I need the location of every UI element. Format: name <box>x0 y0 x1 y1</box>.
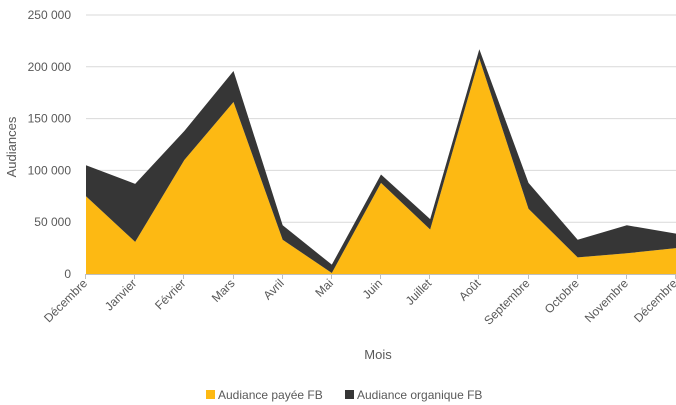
x-tick-label: Janvier <box>102 276 139 313</box>
x-axis-tick-labels: Décembre Janvier Février Mars Avril Mai Juin Ju… <box>41 276 676 328</box>
legend-label-organic: Audiance organique FB <box>357 388 482 402</box>
y-tick-label: 200 000 <box>28 60 72 74</box>
x-tick-label: Décembre <box>41 276 90 325</box>
x-tick-label: Octobre <box>542 276 582 316</box>
area-series-2 <box>86 49 676 273</box>
x-axis <box>85 274 676 279</box>
x-tick-label: Mai <box>312 276 336 300</box>
y-tick-label: 50 000 <box>34 215 71 229</box>
y-tick-label: 0 <box>64 267 71 281</box>
stacked-areas <box>85 49 676 275</box>
x-tick-label: Août <box>456 276 484 304</box>
legend: Audiance payée FB Audiance organique FB <box>206 388 482 402</box>
y-tick-label: 100 000 <box>28 163 72 177</box>
x-tick-label: Mars <box>209 276 238 305</box>
y-tick-label: 250 000 <box>28 8 72 22</box>
x-tick-label: Avril <box>261 276 287 302</box>
x-tick-label: Février <box>152 276 188 312</box>
area-series-1 <box>86 58 676 275</box>
y-axis-title: Audiances <box>4 116 19 177</box>
y-axis-tick-labels: 0 50 000 100 000 150 000 200 000 250 000 <box>28 8 72 281</box>
x-tick-label: Juin <box>360 276 385 301</box>
x-tick-label: Décembre <box>631 276 676 325</box>
legend-swatch-paid <box>206 390 215 399</box>
legend-label-paid: Audiance payée FB <box>218 388 323 402</box>
x-tick-label: Septembre <box>481 276 533 328</box>
legend-swatch-organic <box>345 390 354 399</box>
x-axis-title: Mois <box>364 347 392 362</box>
y-tick-label: 150 000 <box>28 112 72 126</box>
x-tick-label: Novembre <box>582 276 631 325</box>
x-tick-label: Juillet <box>403 276 435 308</box>
